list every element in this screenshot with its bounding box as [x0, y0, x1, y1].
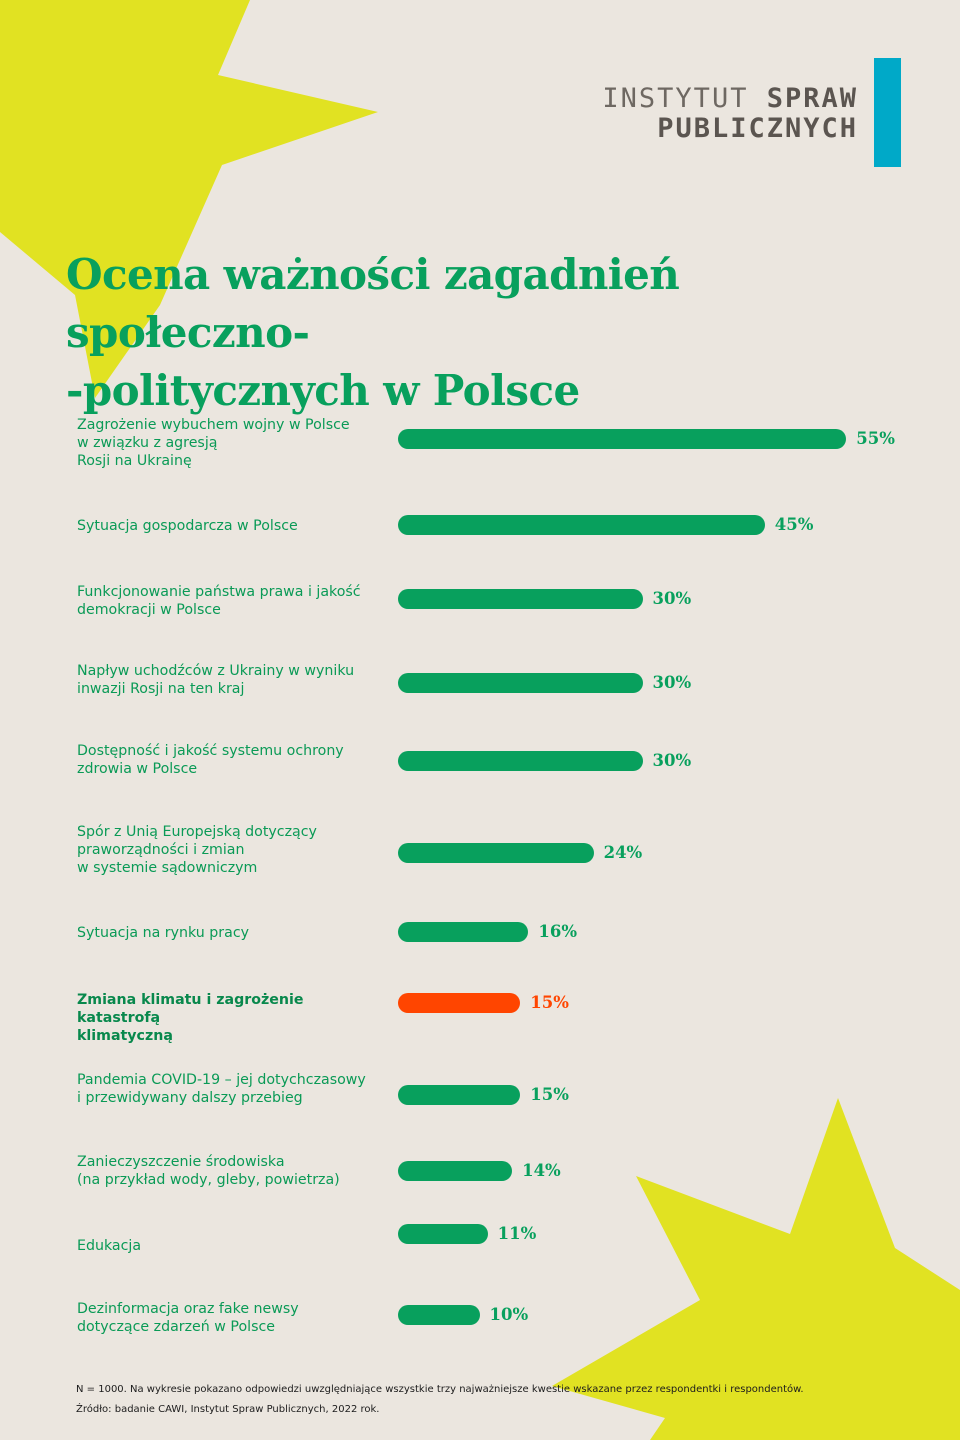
bar	[398, 993, 521, 1013]
category-label: Zmiana klimatu i zagrożenie katastrofą kl…	[77, 992, 304, 1044]
value-label: 30%	[652, 751, 692, 770]
bar	[398, 589, 643, 609]
top-left-star	[0, 0, 378, 398]
bar	[398, 751, 643, 771]
value-label: 24%	[603, 843, 643, 862]
bar	[398, 1085, 521, 1105]
bar	[398, 673, 643, 693]
bar	[398, 515, 765, 535]
value-label: 14%	[522, 1161, 561, 1180]
value-label: 30%	[652, 673, 692, 692]
category-label: Dezinformacja oraz fake newsy dotyczące z…	[77, 1301, 299, 1335]
value-label: 45%	[774, 515, 814, 534]
category-label: Spór z Unią Europejską dotyczący praworzą…	[77, 824, 317, 876]
value-label: 15%	[530, 1085, 569, 1104]
category-label: Sytuacja gospodarcza w Polsce	[77, 518, 298, 534]
category-label: Sytuacja na rynku pracy	[77, 925, 250, 941]
footnote-sample: N = 1000. Na wykresie pokazano odpowiedz…	[76, 1384, 804, 1395]
value-label: 15%	[530, 993, 569, 1012]
category-label: Dostępność i jakość systemu ochrony zdrow…	[77, 743, 344, 777]
bar	[398, 922, 529, 942]
bottom-right-star	[552, 1098, 960, 1440]
logo-line2: PUBLICZNYCH	[657, 113, 858, 144]
chart-title-line1: Ocena ważności zagadnień społeczno-	[66, 250, 680, 357]
bar	[398, 1305, 480, 1325]
value-label: 10%	[489, 1305, 529, 1324]
chart-title: Ocena ważności zagadnień społeczno- -pol…	[66, 246, 926, 420]
value-label: 11%	[497, 1224, 537, 1243]
bar	[398, 1224, 488, 1244]
category-label: Zanieczyszczenie środowiska (na przykład …	[77, 1154, 340, 1188]
category-label: Napływ uchodźców z Ukrainy w wyniku inwaz…	[77, 663, 355, 697]
bar	[398, 843, 594, 863]
logo-line1-light: INSTYTUT	[602, 83, 767, 114]
category-label: Zagrożenie wybuchem wojny w Polsce w zwią…	[77, 417, 350, 469]
category-label: Pandemia COVID-19 – jej dotychczasowy i p…	[77, 1072, 366, 1106]
value-label: 16%	[538, 922, 578, 941]
category-label: Funkcjonowanie państwa prawa i jakość dem…	[77, 584, 361, 618]
value-label: 30%	[652, 589, 692, 608]
footnote-source: Źródło: badanie CAWI, Instytut Spraw Pub…	[76, 1404, 380, 1415]
logo-line1-bold: SPRAW	[766, 83, 858, 114]
category-label: Edukacja	[77, 1238, 142, 1254]
value-label: 55%	[856, 429, 895, 448]
chart-title-line2: -politycznych w Polsce	[66, 366, 580, 415]
institute-logo: INSTYTUT SPRAW PUBLICZNYCH	[602, 84, 858, 144]
logo-accent-bar	[874, 58, 901, 167]
bar	[398, 1161, 513, 1181]
bar	[398, 429, 847, 449]
